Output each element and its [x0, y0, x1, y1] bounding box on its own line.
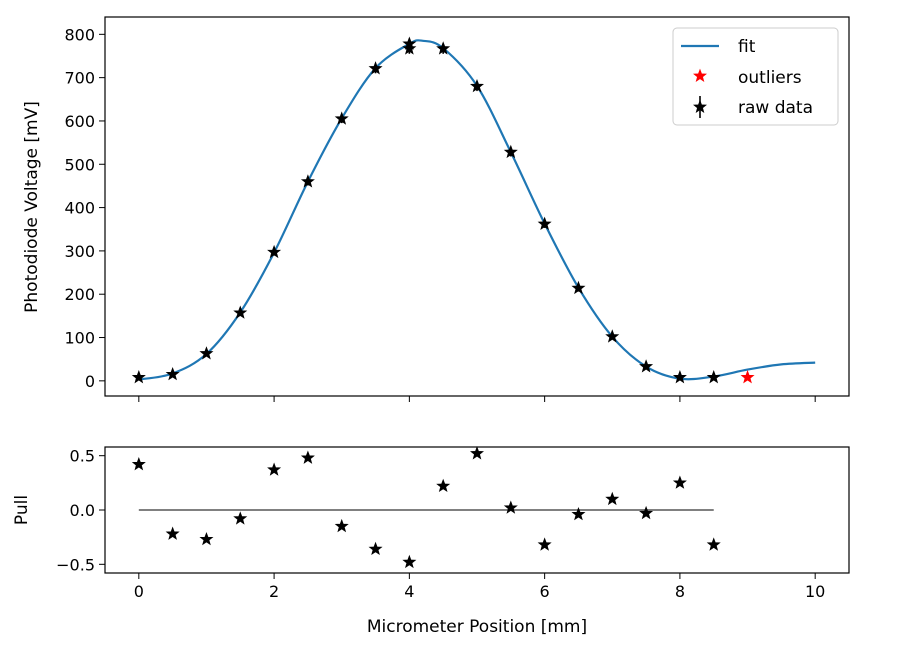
pull-point: [503, 500, 518, 514]
legend-outliers-label: outliers: [738, 68, 802, 88]
pull-point: [334, 518, 349, 533]
y-tick-label: 600: [64, 112, 95, 131]
legend-raw-data-marker: [693, 96, 707, 118]
raw-data-point: [300, 174, 315, 188]
pull-point: [165, 526, 180, 540]
bottom-y-ticks: 0.5 0.0 −0.5: [56, 447, 105, 574]
raw-data-point: [267, 244, 282, 259]
x-tick-label: 4: [404, 582, 414, 601]
y-tick-label: 500: [64, 155, 95, 174]
legend: fit outliers raw data: [672, 27, 839, 126]
legend-fit-label: fit: [738, 37, 756, 57]
pull-point: [131, 457, 146, 471]
pull-point: [639, 505, 654, 520]
top-axes-frame: [104, 16, 850, 397]
raw-data-point: [334, 111, 349, 125]
raw-data-point: [605, 329, 620, 343]
fit-curve: [138, 39, 816, 381]
y-tick-label: 800: [64, 25, 95, 44]
raw-data-point: [672, 370, 687, 384]
raw-data-point: [199, 346, 214, 360]
pull-point: [233, 511, 248, 525]
x-tick-label: 0: [134, 582, 144, 601]
bottom-x-axis-label: Micrometer Position [mm]: [367, 617, 587, 637]
raw-data-point: [470, 78, 484, 93]
top-panel: 0 100 200 300 400 500 600 700 800 Photodiode Vol…: [22, 16, 850, 402]
raw-data-point: [503, 144, 518, 159]
pull-point: [402, 554, 417, 569]
bottom-panel: 0 2 4 6 8 10 0.5 0.0 −0.5 Micrometer Position […: [12, 446, 850, 637]
legend-outlier-star: [693, 68, 707, 82]
y-tick-label: −0.5: [56, 555, 95, 574]
pull-point: [537, 537, 552, 551]
x-tick-label: 8: [675, 582, 685, 601]
raw-data-point: [706, 370, 721, 384]
raw-data-point: [368, 61, 383, 75]
raw-data-point: [571, 280, 586, 295]
y-tick-label: 700: [64, 69, 95, 88]
x-tick-label: 10: [805, 582, 825, 601]
y-tick-label: 0.0: [70, 501, 95, 520]
bottom-y-axis-label: Pull: [12, 495, 32, 525]
raw-data-point: [537, 216, 552, 230]
x-tick-label: 6: [540, 582, 550, 601]
pull-point: [672, 475, 687, 489]
pull-point: [571, 506, 586, 521]
legend-raw-data-label: raw data: [738, 98, 813, 118]
legend-outlier-marker: [693, 68, 707, 82]
top-y-axis-label: Photodiode Voltage [mV]: [22, 101, 42, 313]
pull-point: [706, 537, 721, 551]
top-y-ticks: 0 100 200 300 400 500 600 700 800: [64, 25, 105, 391]
outlier-point: [740, 370, 755, 384]
bottom-plot-area: [131, 446, 721, 569]
pull-point: [199, 531, 214, 546]
pull-point: [267, 462, 282, 476]
raw-data-point: [233, 305, 248, 319]
x-tick-label: 2: [269, 582, 279, 601]
top-plot-area: [131, 36, 816, 384]
y-tick-label: 0: [85, 372, 95, 391]
y-tick-label: 300: [64, 242, 95, 261]
top-x-ticks: [138, 396, 816, 402]
raw-data-point: [402, 41, 417, 55]
y-tick-label: 400: [64, 199, 95, 218]
pull-point: [300, 450, 315, 464]
pull-point: [368, 541, 383, 556]
legend-frame: [672, 27, 839, 126]
bottom-x-ticks: 0 2 4 6 8 10: [134, 573, 825, 601]
y-tick-label: 0.5: [70, 447, 95, 466]
pull-point: [470, 446, 484, 460]
raw-data-point: [639, 359, 654, 373]
pull-point: [605, 491, 620, 506]
y-tick-label: 100: [64, 329, 95, 348]
raw-data-point: [436, 41, 451, 55]
y-tick-label: 200: [64, 285, 95, 304]
legend-raw-star: [693, 99, 707, 113]
raw-data-point: [165, 366, 180, 381]
raw-data-point: [131, 370, 146, 384]
pull-point: [436, 478, 451, 493]
